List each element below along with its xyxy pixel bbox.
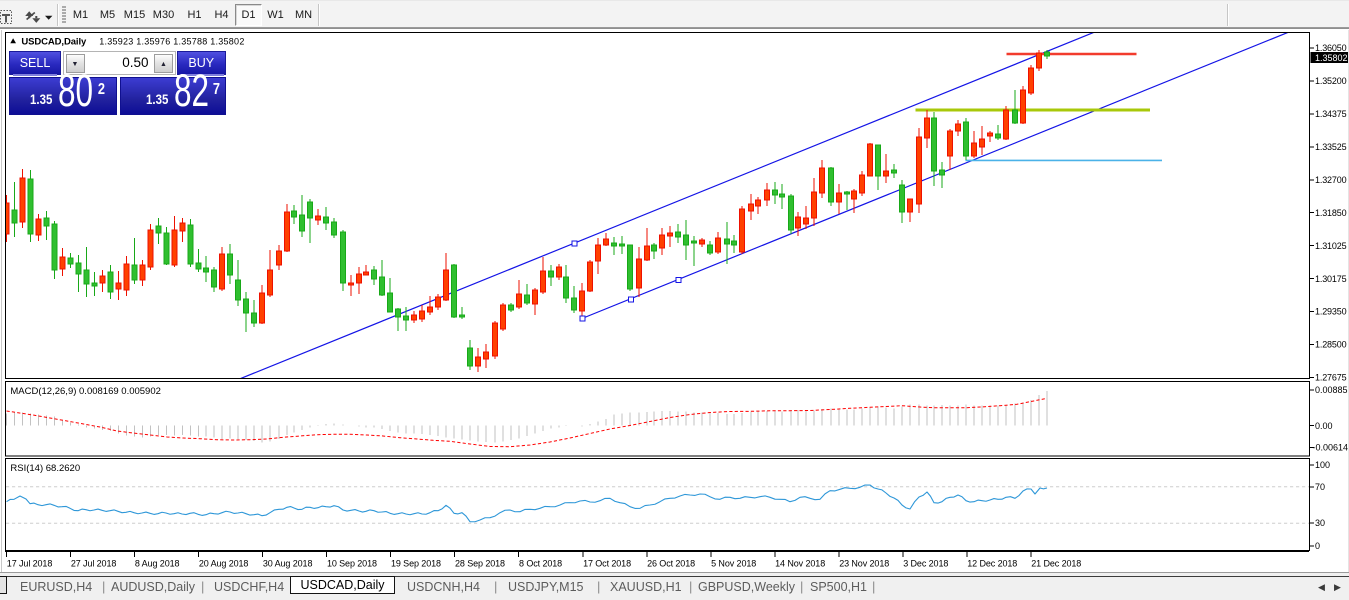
svg-text:14 Nov 2018: 14 Nov 2018 bbox=[775, 559, 825, 569]
svg-text:0.00885: 0.00885 bbox=[1315, 385, 1348, 395]
svg-text:28 Sep 2018: 28 Sep 2018 bbox=[455, 559, 505, 569]
svg-text:30 Aug 2018: 30 Aug 2018 bbox=[263, 559, 313, 569]
svg-text:17 Jul 2018: 17 Jul 2018 bbox=[7, 559, 53, 569]
svg-text:100: 100 bbox=[1315, 460, 1330, 470]
svg-text:8 Aug 2018: 8 Aug 2018 bbox=[135, 559, 180, 569]
svg-text:19 Sep 2018: 19 Sep 2018 bbox=[391, 559, 441, 569]
svg-text:1.29350: 1.29350 bbox=[1315, 307, 1347, 317]
svg-text:1.28500: 1.28500 bbox=[1315, 340, 1347, 350]
svg-text:1.34375: 1.34375 bbox=[1315, 109, 1347, 119]
svg-text:1.30175: 1.30175 bbox=[1315, 274, 1347, 284]
svg-text:1.31025: 1.31025 bbox=[1315, 241, 1347, 251]
svg-text:20 Aug 2018: 20 Aug 2018 bbox=[199, 559, 249, 569]
svg-text:21 Dec 2018: 21 Dec 2018 bbox=[1031, 559, 1081, 569]
svg-text:10 Sep 2018: 10 Sep 2018 bbox=[327, 559, 377, 569]
svg-text:0.00: 0.00 bbox=[1315, 421, 1333, 431]
svg-text:1.36050: 1.36050 bbox=[1315, 43, 1347, 53]
svg-text:RSI(14) 68.2620: RSI(14) 68.2620 bbox=[10, 463, 80, 474]
svg-text:1.32700: 1.32700 bbox=[1315, 175, 1347, 185]
svg-text:-0.00614: -0.00614 bbox=[1313, 443, 1349, 453]
svg-text:0: 0 bbox=[1315, 541, 1320, 551]
svg-text:12 Dec 2018: 12 Dec 2018 bbox=[967, 559, 1017, 569]
svg-text:26 Oct 2018: 26 Oct 2018 bbox=[647, 559, 695, 569]
svg-text:MACD(12,26,9) 0.008169 0.00590: MACD(12,26,9) 0.008169 0.005902 bbox=[10, 386, 161, 397]
svg-text:1.35802: 1.35802 bbox=[1315, 53, 1348, 63]
svg-text:1.35923 1.35976 1.35788 1.3580: 1.35923 1.35976 1.35788 1.35802 bbox=[99, 36, 244, 46]
svg-text:23 Nov 2018: 23 Nov 2018 bbox=[839, 559, 889, 569]
svg-text:1.31850: 1.31850 bbox=[1315, 208, 1347, 218]
svg-text:USDCAD,Daily: USDCAD,Daily bbox=[21, 36, 87, 47]
svg-text:70: 70 bbox=[1315, 482, 1325, 492]
svg-text:1.27675: 1.27675 bbox=[1315, 373, 1347, 383]
svg-text:5 Nov 2018: 5 Nov 2018 bbox=[711, 559, 756, 569]
svg-text:1.33525: 1.33525 bbox=[1315, 142, 1347, 152]
svg-text:30: 30 bbox=[1315, 518, 1325, 528]
svg-text:8 Oct 2018: 8 Oct 2018 bbox=[519, 559, 562, 569]
svg-text:1.35200: 1.35200 bbox=[1315, 76, 1347, 86]
svg-text:27 Jul 2018: 27 Jul 2018 bbox=[71, 559, 117, 569]
svg-text:3 Dec 2018: 3 Dec 2018 bbox=[903, 559, 948, 569]
svg-text:17 Oct 2018: 17 Oct 2018 bbox=[583, 559, 631, 569]
